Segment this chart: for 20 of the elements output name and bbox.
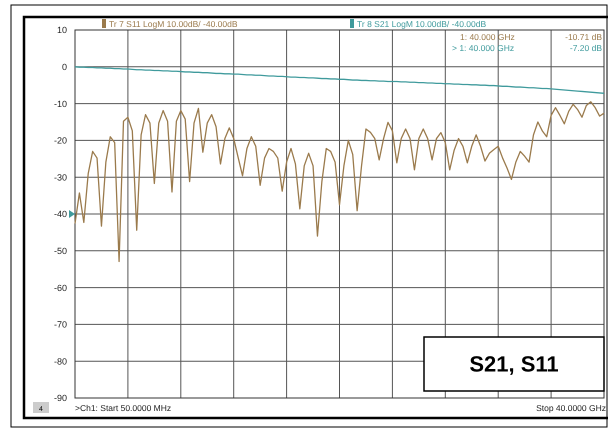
y-tick-label: -40 bbox=[54, 209, 67, 220]
y-tick-label: -20 bbox=[54, 136, 67, 146]
y-tick-label: -50 bbox=[54, 246, 67, 256]
text: Stop 40.0000 GHz bbox=[536, 403, 606, 413]
annotation: S21, S11 bbox=[469, 352, 559, 377]
y-tick-label: 10 bbox=[56, 25, 67, 36]
legend-label: Tr 8 S21 LogM 10.00dB/ -40.00dB bbox=[357, 19, 486, 29]
annotation: -10.71 dB bbox=[565, 32, 602, 42]
y-tick-label: -60 bbox=[54, 282, 67, 293]
y-tick-label: 0 bbox=[62, 62, 67, 72]
annotation: -7.20 dB bbox=[570, 43, 602, 53]
line-series bbox=[74, 101, 605, 262]
y-tick-label: -10 bbox=[54, 98, 67, 109]
legend-label: Tr 7 S11 LogM 10.00dB/ -40.00dB bbox=[109, 19, 238, 29]
line-series bbox=[74, 66, 605, 94]
y-tick-label: -80 bbox=[54, 356, 67, 366]
y-tick-label: -30 bbox=[54, 172, 67, 182]
y-tick-label: -90 bbox=[54, 393, 67, 404]
y-tick-label: -70 bbox=[54, 320, 67, 330]
text: >Ch1: Start 50.0000 MHz bbox=[75, 403, 172, 413]
